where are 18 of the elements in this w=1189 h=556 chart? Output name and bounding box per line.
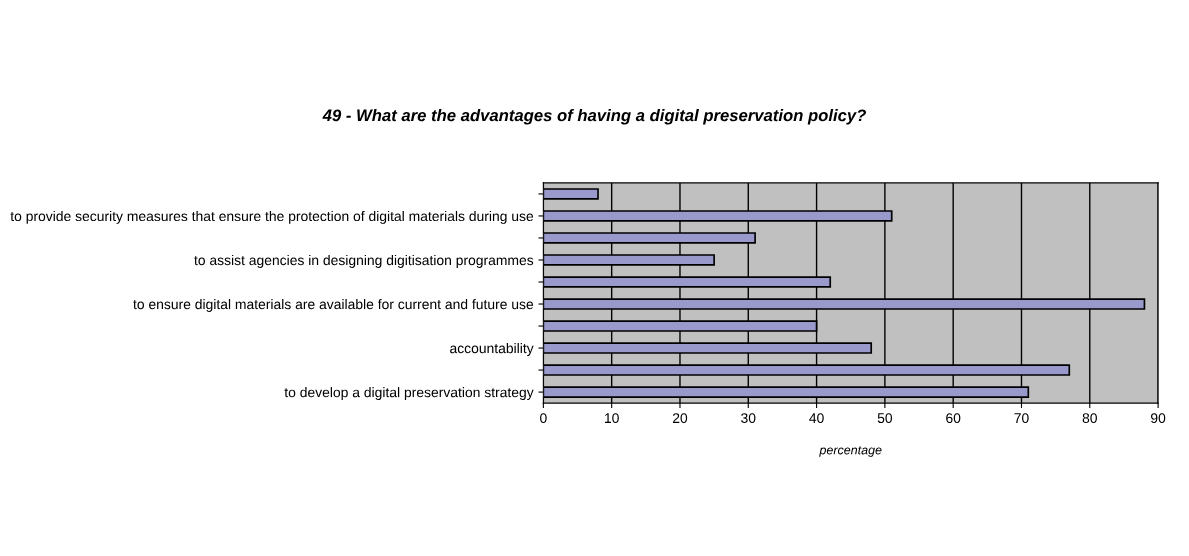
x-tick-label: 30	[741, 413, 756, 424]
x-tick-label: 10	[605, 413, 619, 424]
y-tick-label: to ensure digital materials are available for current and future use	[133, 298, 534, 312]
x-axis-title: percentage	[819, 446, 882, 457]
x-tick-label: 0	[540, 413, 547, 424]
y-tick-label: to assist agencies in designing digitisation programmes	[194, 254, 534, 268]
y-tick-label: to develop a digital preservation strategy	[284, 387, 534, 401]
chart-title: 49 - What are the advantages of having a digital preservation policy?	[322, 108, 867, 125]
bar	[543, 188, 599, 200]
y-tick-label: accountability	[450, 343, 534, 356]
x-tick-label: 90	[1151, 413, 1166, 424]
y-tick-label: to provide security measures that ensure the protection of digital materials during use	[10, 210, 534, 224]
x-tick-label: 40	[809, 413, 824, 424]
x-tick-label: 80	[1082, 413, 1097, 424]
x-tick-label: 50	[877, 413, 893, 424]
x-tick-label: 20	[672, 413, 688, 424]
x-tick-label: 60	[946, 413, 961, 424]
x-tick-label: 70	[1014, 413, 1029, 424]
